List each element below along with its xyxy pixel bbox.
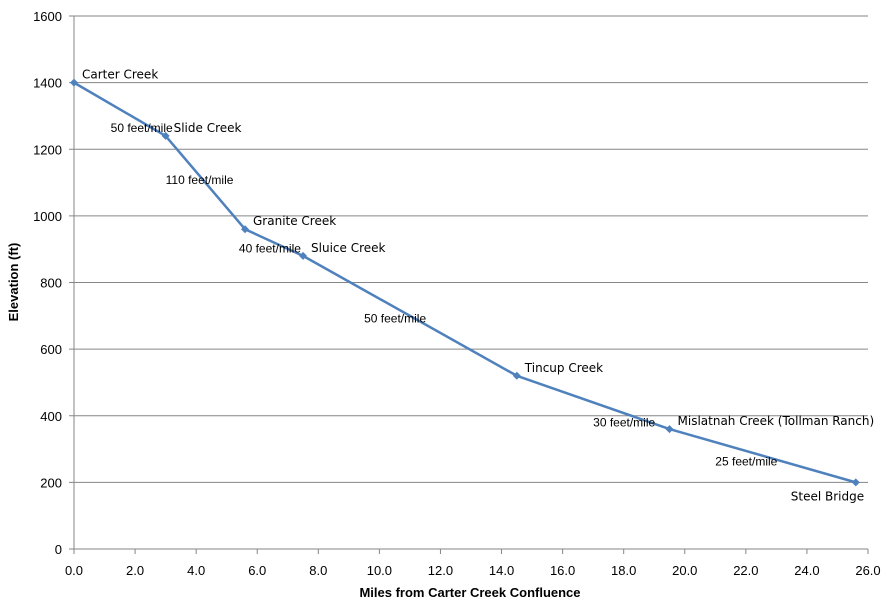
data-point <box>665 425 674 434</box>
x-axis-ticks: 0.0 2.0 4.0 6.0 8.0 10.0 12.0 14.0 16.0 18.0 20.0 2… <box>65 549 881 578</box>
gradient-label: 50 feet/mile <box>111 121 173 135</box>
x-tick-label: 24.0 <box>794 563 819 578</box>
gridlines <box>74 15 868 483</box>
x-axis-title: Miles from Carter Creek Confluence <box>359 585 580 600</box>
y-tick-label: 400 <box>40 409 62 424</box>
point-label: Sluice Creek <box>311 241 386 255</box>
y-tick-label: 0 <box>55 542 62 557</box>
point-label: Slide Creek <box>174 121 242 135</box>
x-tick-label: 10.0 <box>367 563 392 578</box>
gradient-label: 25 feet/mile <box>715 455 777 469</box>
point-label: Carter Creek <box>82 68 158 82</box>
x-tick-label: 2.0 <box>126 563 144 578</box>
x-tick-label: 12.0 <box>428 563 453 578</box>
x-tick-label: 14.0 <box>489 563 514 578</box>
gradient-label: 50 feet/mile <box>364 311 426 325</box>
x-tick-label: 16.0 <box>550 563 575 578</box>
y-axis-ticks: 0 200 400 600 800 1000 1200 1400 1600 <box>33 9 74 557</box>
data-point <box>512 371 521 380</box>
y-tick-label: 1400 <box>33 76 62 91</box>
point-label: Granite Creek <box>253 214 336 228</box>
gradient-label: 110 feet/mile <box>166 173 234 187</box>
gradient-annotations: 50 feet/mile 110 feet/mile 40 feet/mile 50 … <box>111 121 778 469</box>
x-tick-label: 20.0 <box>672 563 697 578</box>
x-tick-label: 6.0 <box>248 563 266 578</box>
y-axis-title: Elevation (ft) <box>6 243 21 322</box>
y-tick-label: 800 <box>40 276 62 291</box>
series-elevation <box>70 78 860 487</box>
x-tick-label: 22.0 <box>733 563 758 578</box>
x-tick-label: 26.0 <box>855 563 880 578</box>
x-tick-label: 8.0 <box>309 563 327 578</box>
x-tick-label: 4.0 <box>187 563 205 578</box>
data-point <box>161 131 170 140</box>
point-label: Steel Bridge <box>791 489 864 503</box>
point-label: Tincup Creek <box>524 361 603 375</box>
gradient-label: 30 feet/mile <box>593 416 655 430</box>
y-tick-label: 1000 <box>33 209 62 224</box>
x-tick-label: 18.0 <box>611 563 636 578</box>
point-labels: Carter Creek Slide Creek Granite Creek Slui… <box>82 68 874 504</box>
y-tick-label: 200 <box>40 475 62 490</box>
point-label: Mislatnah Creek (Tollman Ranch) <box>678 414 875 428</box>
y-tick-label: 1200 <box>33 142 62 157</box>
gradient-label: 40 feet/mile <box>239 242 301 256</box>
data-point <box>299 251 308 260</box>
y-tick-label: 1600 <box>33 9 62 24</box>
data-point <box>241 225 250 234</box>
y-tick-label: 600 <box>40 342 62 357</box>
data-point <box>851 478 860 487</box>
data-point <box>70 78 78 87</box>
x-tick-label: 0.0 <box>65 563 83 578</box>
